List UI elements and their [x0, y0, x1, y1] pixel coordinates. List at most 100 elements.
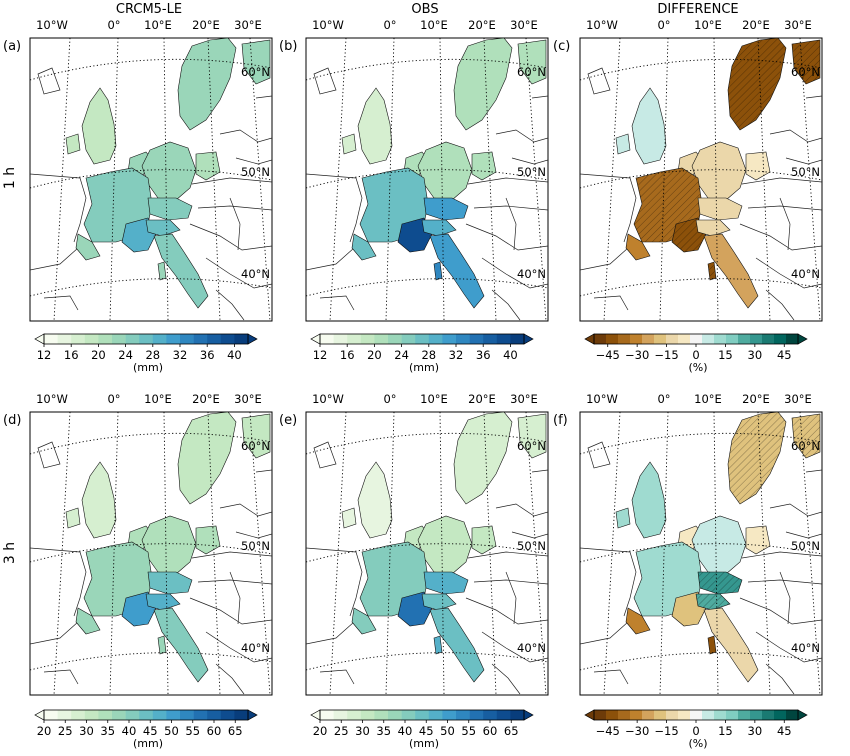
lon-tick-label: 10°E [144, 392, 172, 406]
colorbar-swatch [726, 710, 739, 720]
lat-tick-label: 50°N [241, 539, 270, 553]
colorbar-swatch [347, 710, 362, 720]
colorbar-tick-label: 50 [440, 724, 455, 738]
lon-tick-label: 0° [383, 392, 396, 406]
map-panels: (a) 10°W 0° 10°E 20°E 30°E 60°N 50°N 40°N (b) 10°W… [3, 18, 823, 696]
colorbar-extend-max [247, 333, 258, 345]
graticule-line [30, 278, 272, 297]
country-border [765, 289, 795, 321]
country-border [219, 129, 272, 143]
country-border [580, 247, 629, 271]
colorbar-swatch [415, 710, 430, 720]
lat-tick-label: 40°N [791, 641, 820, 655]
map-region-italy [429, 607, 485, 683]
colorbar-tick-label: 45 [419, 724, 434, 738]
country-border [805, 95, 822, 99]
country-border [306, 247, 355, 271]
colorbar-swatch [139, 710, 154, 720]
colorbar-unit-label: (mm) [409, 737, 439, 750]
colorbar-extend-max [797, 709, 808, 721]
colorbar-tick-label: 60 [483, 724, 498, 738]
lon-tick-label: 10°E [420, 392, 448, 406]
country-border [219, 503, 272, 517]
colorbar-swatch [678, 334, 691, 344]
colorbar-swatch [714, 334, 727, 344]
graticule-line [580, 169, 822, 189]
colorbar-tick-label: −30 [625, 348, 649, 362]
country-border [805, 469, 822, 473]
colorbar-tick-label: 45 [143, 724, 158, 738]
lon-tick-label: 0° [107, 18, 120, 32]
colorbar-tick-label: 40 [503, 348, 518, 362]
colorbar-unit-label: (mm) [133, 361, 163, 374]
graticule-line [109, 412, 119, 695]
map-region-britain [65, 87, 117, 165]
graticule-line [385, 38, 395, 321]
country-border [580, 173, 637, 243]
map-region-po-plain [695, 219, 731, 237]
colorbar-swatch [193, 710, 208, 720]
colorbar-tick-label: 36 [476, 348, 491, 362]
graticule-line [306, 543, 548, 563]
graticule-line [659, 38, 669, 321]
graticule-line [306, 169, 548, 189]
colorbar-swatch [57, 334, 72, 344]
map-panel-d: (d) 10°W 0° 10°E 20°E 30°E 60°N 50°N 40°N [3, 392, 273, 696]
colorbar-amount-1h: 12 16 20 24 28 32 36 40 (mm) [34, 333, 258, 374]
graticule-line [306, 432, 548, 455]
map-region-iberia-coast [351, 233, 377, 261]
colorbar-swatch [594, 334, 607, 344]
colorbar-swatch [139, 334, 154, 344]
country-border [495, 129, 548, 143]
map-region-poland [745, 151, 771, 181]
graticule-line [525, 412, 547, 695]
colorbar-swatch [726, 334, 739, 344]
country-border [739, 597, 822, 625]
colorbar-tick-label: 60 [207, 724, 222, 738]
colorbar-extend-min [584, 709, 595, 721]
colorbar-swatch [220, 334, 235, 344]
colorbar-swatch [630, 710, 643, 720]
graticule-line [580, 652, 822, 671]
country-border [467, 177, 548, 185]
lon-tick-label: 30°E [234, 18, 262, 32]
lon-tick-label: 0° [107, 392, 120, 406]
country-border [189, 597, 272, 625]
country-border [779, 197, 791, 251]
map-region-scandinavia [453, 412, 547, 505]
colorbar-tick-label: 40 [122, 724, 137, 738]
country-border [235, 531, 272, 539]
colorbar-swatch [428, 334, 443, 344]
graticule-line [30, 169, 272, 189]
country-border [473, 205, 548, 211]
colorbar-tick-label: −45 [596, 724, 620, 738]
lon-tick-label: 10°E [694, 392, 722, 406]
row-label-1h: 1 h [2, 167, 18, 189]
graticule-line [249, 412, 271, 695]
graticule-line [109, 38, 119, 321]
colorbar-unit-label: (mm) [133, 737, 163, 750]
graticule-line [483, 38, 497, 321]
lon-tick-label: 20°E [742, 392, 770, 406]
graticule-line [53, 38, 71, 321]
column-title-difference: DIFFERENCE [657, 2, 738, 17]
colorbar-swatch [496, 710, 511, 720]
colorbar-tick-label: 0 [692, 724, 699, 738]
colorbar-swatch [774, 334, 787, 344]
colorbar-swatch [44, 710, 58, 720]
colorbars: 12 16 20 24 28 32 36 40(mm)12 16 20 24 28 32 36 40(mm)… [34, 333, 808, 750]
country-border [37, 67, 61, 95]
map-region-alps [423, 197, 469, 221]
country-border [465, 223, 548, 251]
colorbar-tick-label: 24 [118, 348, 133, 362]
country-border [491, 289, 521, 321]
graticule-line [249, 38, 271, 321]
colorbar-swatch [388, 710, 402, 720]
country-border [511, 157, 548, 165]
map-panel-e: (e) 10°W 0° 10°E 20°E 30°E 60°N 50°N 40°N [279, 392, 549, 696]
country-border [313, 441, 337, 469]
colorbar-tick-label: 55 [185, 724, 200, 738]
lat-tick-label: 60°N [517, 65, 546, 79]
colorbar-swatch [606, 710, 619, 720]
lat-tick-label: 60°N [791, 65, 820, 79]
